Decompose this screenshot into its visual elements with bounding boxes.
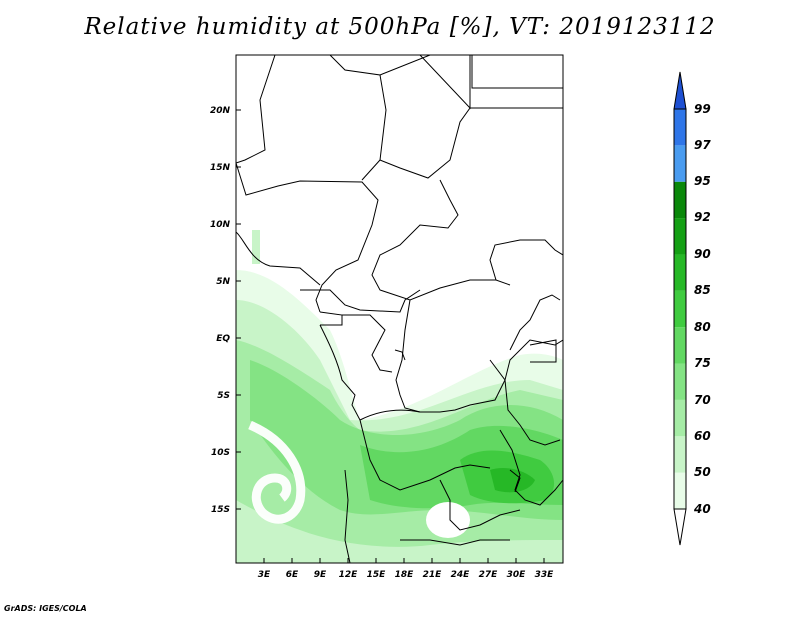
colorbar-label: 99	[694, 102, 711, 116]
colorbar-label: 60	[694, 429, 711, 443]
lon-tick-label: 12E	[339, 570, 359, 580]
colorbar-bottom-arrow	[673, 508, 687, 546]
colorbar-box	[674, 327, 686, 364]
lat-tick-label: 5N	[216, 277, 230, 287]
lat-tick-label: 5S	[217, 391, 230, 401]
colorbar-boxes	[673, 108, 687, 510]
colorbar-box	[674, 472, 686, 509]
map-panel	[235, 54, 564, 564]
colorbar-box	[674, 436, 686, 473]
map-title: Relative humidity at 500hPa [%], VT: 201…	[84, 14, 716, 40]
lon-tick-label: 21E	[423, 570, 443, 580]
lat-tick-label: 10N	[210, 220, 231, 230]
colorbar-box	[674, 109, 686, 146]
colorbar-box	[674, 181, 686, 219]
colorbar-label: 50	[694, 465, 711, 479]
lon-tick-label: 33E	[535, 570, 555, 580]
lat-axis: 20N 15N 10N 5N EQ 5S 10S 15S	[210, 106, 241, 515]
colorbar-label: 90	[694, 247, 711, 261]
colorbar-label: 70	[694, 393, 711, 407]
colorbar: 99 97 95 92 90 85 80 75 70 60 50 40	[673, 71, 711, 546]
lon-tick-label: 30E	[507, 570, 527, 580]
colorbar-label: 85	[694, 283, 711, 297]
colorbar-label: 75	[694, 356, 711, 370]
lat-tick-label: EQ	[216, 334, 230, 344]
lat-tick-label: 15S	[211, 505, 230, 515]
lat-tick-label: 15N	[210, 163, 231, 173]
colorbar-box	[674, 290, 686, 328]
lat-tick-label: 20N	[210, 106, 231, 116]
lon-tick-label: 3E	[258, 570, 271, 580]
lon-axis: 3E 6E 9E 12E 15E 18E 21E 24E 27E 30E 33E	[258, 558, 554, 580]
lon-tick-label: 18E	[395, 570, 415, 580]
colorbar-label: 92	[694, 210, 711, 224]
borders	[236, 55, 563, 563]
lon-tick-label: 9E	[314, 570, 327, 580]
lon-tick-label: 24E	[451, 570, 471, 580]
lat-tick-label: 10S	[211, 448, 230, 458]
colorbar-top-arrow	[673, 71, 687, 110]
colorbar-box	[674, 145, 686, 182]
lon-tick-label: 27E	[479, 570, 499, 580]
colorbar-label: 97	[694, 138, 711, 152]
colorbar-label: 95	[694, 174, 711, 188]
lon-tick-label: 6E	[286, 570, 299, 580]
colorbar-labels: 99 97 95 92 90 85 80 75 70 60 50 40	[693, 102, 711, 516]
colorbar-label: 40	[693, 502, 711, 516]
colorbar-box	[674, 399, 686, 437]
colorbar-box	[674, 254, 686, 291]
footer-credit: GrADS: IGES/COLA	[4, 604, 87, 613]
lon-tick-label: 15E	[367, 570, 387, 580]
colorbar-label: 80	[694, 320, 711, 334]
colorbar-box	[674, 363, 686, 400]
colorbar-box	[674, 218, 686, 255]
